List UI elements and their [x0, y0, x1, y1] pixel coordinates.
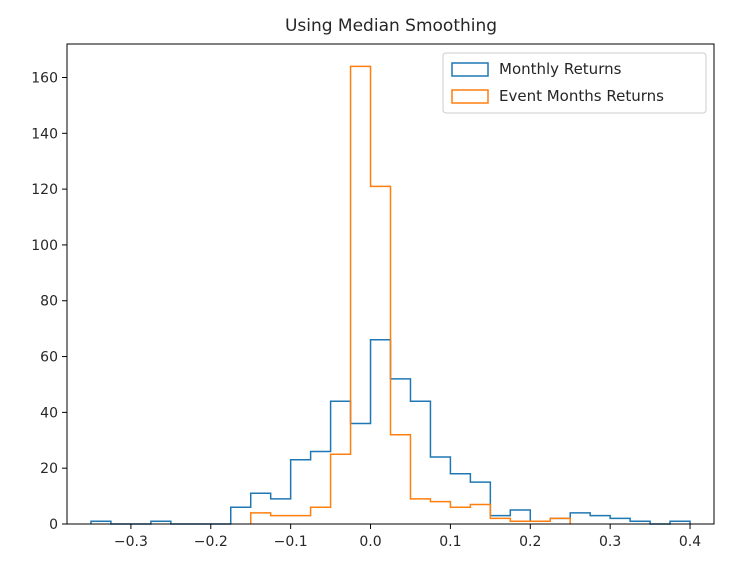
x-tick-label: −0.2 — [194, 534, 228, 550]
legend: Monthly Returns Event Months Returns — [442, 52, 707, 114]
x-tick-label: 0.3 — [599, 534, 621, 550]
y-tick-label: 0 — [49, 517, 58, 533]
legend-label: Monthly Returns — [499, 60, 622, 78]
x-tick-label: 0.1 — [439, 534, 461, 550]
y-tick-label: 80 — [40, 294, 58, 310]
x-tick-label: −0.3 — [114, 534, 148, 550]
legend-swatch — [451, 62, 489, 77]
legend-swatch — [451, 89, 489, 104]
y-tick-label: 60 — [40, 350, 58, 366]
x-tick-label: −0.1 — [274, 534, 308, 550]
axes-frame — [66, 43, 715, 525]
y-tick-label: 160 — [31, 70, 58, 86]
x-tick-label: 0.0 — [359, 534, 381, 550]
chart-title: Using Median Smoothing — [285, 16, 497, 36]
series-1-step-outline — [249, 65, 571, 524]
y-tick-label: 100 — [31, 238, 58, 254]
axes-layer: −0.3 −0.2 −0.1 0.0 0.1 0.2 0.3 0.4 0 20 40 60 80 100 1… — [31, 43, 715, 550]
y-tick-label: 40 — [40, 405, 58, 421]
x-tick-label: 0.4 — [679, 534, 701, 550]
y-tick-label: 120 — [31, 182, 58, 198]
x-tick-label: 0.2 — [519, 534, 541, 550]
legend-label: Event Months Returns — [499, 87, 664, 105]
y-tick-label: 140 — [31, 126, 58, 142]
y-tick-label: 20 — [40, 461, 58, 477]
legend-box — [442, 52, 707, 114]
